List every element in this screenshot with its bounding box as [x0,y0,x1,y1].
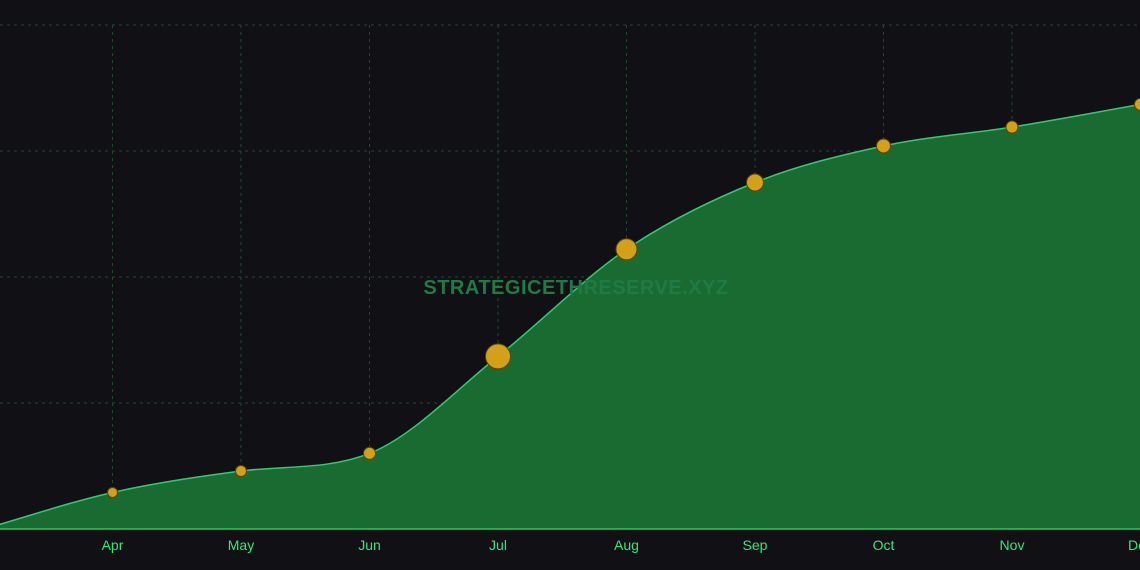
x-tick-label-aug: Aug [614,537,639,553]
series-line [0,103,1140,526]
data-point-sep[interactable] [746,173,764,192]
data-point-jul[interactable] [485,343,511,370]
x-tick-label-jul: Jul [489,537,507,553]
x-tick-label-dec: Dec [1128,537,1140,553]
x-tick-label-may: May [228,537,254,553]
data-point-aug[interactable] [615,238,638,261]
x-tick-label-oct: Oct [873,537,895,553]
x-tick-label-nov: Nov [1000,537,1025,553]
series-area [0,104,1140,529]
data-point-markers [107,97,1140,498]
data-point-nov[interactable] [1005,120,1019,134]
x-tick-label-sep: Sep [743,537,768,553]
x-tick-label-apr: Apr [102,537,124,553]
watermark-text: STRATEGICETHRESERVE.XYZ [423,277,728,299]
data-point-dec[interactable] [1134,97,1140,111]
data-point-oct[interactable] [876,138,891,154]
series-layer [0,103,1140,529]
data-point-jun[interactable] [363,446,376,460]
data-point-apr[interactable] [107,486,118,498]
x-tick-label-jun: Jun [358,537,381,553]
data-point-may[interactable] [235,465,247,478]
x-axis-tick-labels: Apr May Jun Jul Aug Sep Oct Nov Dec [102,537,1140,553]
